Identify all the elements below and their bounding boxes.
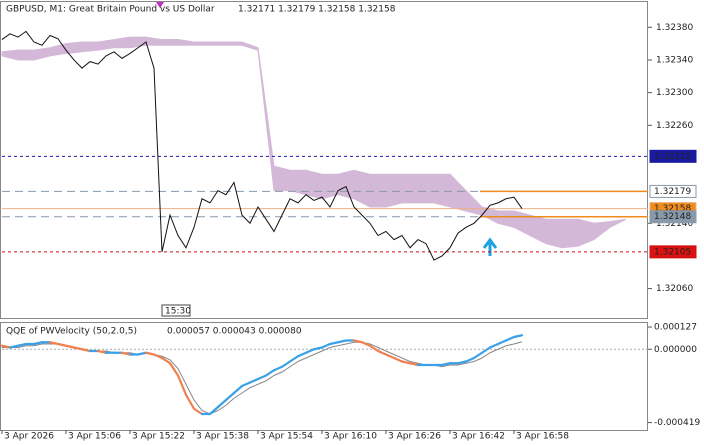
qqe-segment (248, 377, 260, 384)
y2-tick-label: -0.000419 (654, 418, 700, 428)
qqe-segment (480, 346, 492, 354)
qqe-segment (384, 353, 396, 360)
qqe-segment (280, 360, 292, 368)
qqe-segment (120, 351, 132, 356)
qqe-segment (64, 344, 76, 349)
level-label-bg (649, 245, 697, 259)
qqe-segment (208, 405, 220, 416)
qqe-segment (504, 335, 516, 342)
indicator-title: QQE of PWVelocity (50,2.0,5) (6, 327, 137, 337)
qqe-segment (0, 344, 12, 349)
x-tick-label: 3 Apr 15:38 (196, 432, 249, 442)
qqe-segment (72, 346, 84, 351)
y2-tick-label: 0.000127 (654, 323, 697, 333)
chart-title: GBPUSD, M1: Great Britain Pound vs US Do… (6, 5, 215, 15)
qqe-segment (192, 407, 204, 416)
qqe-segment (512, 334, 524, 339)
qqe-segment (144, 351, 156, 356)
indicator-pane (0, 322, 648, 431)
y-tick-label: 1.32260 (656, 121, 693, 131)
qqe-segment (16, 342, 28, 347)
qqe-segment (152, 353, 164, 360)
y2-tick-label: 0.000000 (654, 345, 697, 355)
qqe-segment (56, 342, 68, 347)
qqe-segment (272, 365, 284, 372)
marker-triangle (156, 2, 164, 8)
x-tick-label: 3 Apr 15:54 (260, 432, 313, 442)
level-label-bg (649, 184, 697, 198)
qqe-segment (352, 339, 364, 344)
qqe-segment (184, 393, 196, 410)
qqe-segment (160, 356, 172, 365)
qqe-segment (464, 356, 476, 363)
y-tick-label: 1.32300 (656, 88, 693, 98)
y-tick-label: 1.32060 (656, 284, 693, 294)
qqe-segment (96, 349, 108, 354)
qqe-segment (496, 339, 508, 346)
level-label-bg (649, 210, 697, 224)
qqe-segment (288, 355, 300, 363)
y-tick-label: 1.32140 (656, 219, 693, 229)
qqe-segment (440, 362, 452, 367)
price-line (1, 30, 523, 261)
x-tick-label: 3 Apr 2026 (4, 432, 54, 442)
qqe-segment (312, 346, 324, 351)
qqe-segment (360, 341, 372, 347)
qqe-segment (328, 341, 340, 346)
qqe-segment (336, 339, 348, 344)
qqe-segment (368, 344, 380, 353)
x-tick-label: 3 Apr 16:10 (324, 432, 377, 442)
qqe-segment (296, 351, 308, 358)
x-tick-label: 3 Apr 16:42 (452, 432, 505, 442)
qqe-segment (320, 342, 332, 349)
level-label: 1.32158 (654, 204, 691, 214)
qqe-segment (32, 341, 44, 346)
qqe-segment (256, 374, 268, 381)
qqe-segment (168, 362, 180, 377)
level-label: 1.32105 (654, 247, 691, 257)
qqe-segment (488, 342, 500, 349)
y-tick-label: 1.32340 (656, 55, 693, 65)
qqe-segment (224, 391, 236, 402)
qqe-segment (80, 348, 92, 353)
x-tick-label: 3 Apr 15:06 (68, 432, 121, 442)
qqe-segment (304, 348, 316, 354)
qqe-segment (264, 369, 276, 377)
x-tick-label: 3 Apr 16:26 (388, 432, 441, 442)
x-tick-label: 3 Apr 16:58 (516, 432, 569, 442)
level-label: 1.32179 (654, 187, 691, 197)
level-label-bg (649, 149, 697, 163)
qqe-segment (472, 351, 484, 360)
qqe-segment (8, 344, 20, 349)
qqe-segment (176, 374, 188, 396)
qqe-segment (136, 351, 148, 356)
qqe-segment (408, 362, 420, 367)
marker-label: 15:30 (165, 307, 191, 317)
buy-arrow (482, 237, 498, 256)
qqe-segment (232, 384, 244, 395)
qqe-segment (376, 349, 388, 356)
cloud (1, 36, 627, 249)
qqe-segment (392, 356, 404, 363)
level-label: 1.32222 (654, 152, 691, 162)
level-label: 1.32148 (654, 212, 691, 222)
qqe-segment (48, 341, 60, 346)
indicator-values: 0.000057 0.000043 0.000080 (167, 327, 302, 337)
y-tick-label: 1.32380 (656, 23, 693, 33)
qqe-segment (400, 360, 412, 365)
marker-box (161, 304, 191, 317)
ohlc: 1.32171 1.32179 1.32158 1.32158 (238, 5, 396, 15)
qqe-segment (216, 398, 228, 409)
qqe-segment (456, 360, 468, 365)
qqe-segment (240, 381, 252, 388)
x-tick-label: 3 Apr 15:22 (132, 432, 185, 442)
